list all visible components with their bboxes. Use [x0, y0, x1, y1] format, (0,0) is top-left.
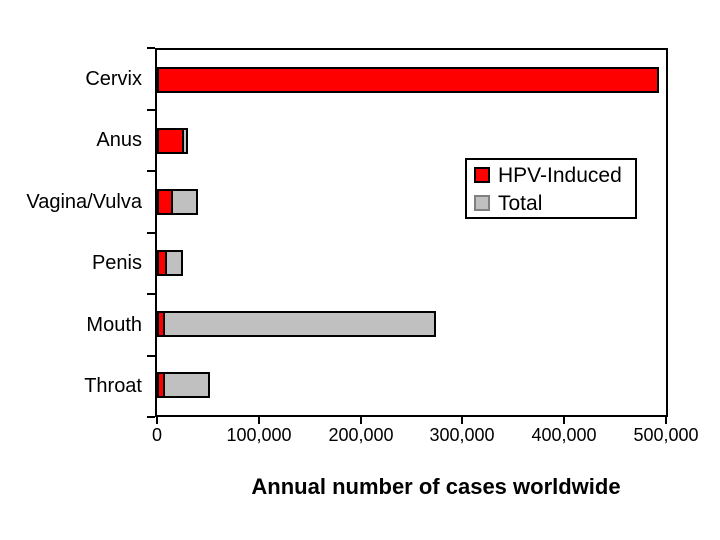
x-tick-label: 400,000	[531, 425, 597, 445]
y-axis-tick	[147, 355, 155, 357]
bar-hpv	[157, 250, 167, 276]
x-tick-label: 0	[151, 425, 162, 445]
y-axis-tick	[147, 109, 155, 111]
y-axis-tick	[147, 170, 155, 172]
x-axis-tick	[563, 417, 565, 424]
x-axis-tick	[665, 417, 667, 424]
bar-total	[157, 311, 436, 337]
x-axis-tick	[360, 417, 362, 424]
x-axis-tick	[156, 417, 158, 424]
x-axis-tick	[258, 417, 260, 424]
bar-hpv	[157, 67, 659, 93]
bar-hpv	[157, 189, 173, 215]
category-label: Anus	[96, 129, 142, 151]
category-label: Penis	[91, 252, 142, 274]
legend-box: HPV-Induced Total	[465, 158, 637, 219]
legend-item-hpv: HPV-Induced	[474, 162, 635, 188]
x-axis-tick	[461, 417, 463, 424]
category-label: Throat	[84, 375, 142, 397]
x-tick-label: 200,000	[328, 425, 394, 445]
category-label: Mouth	[86, 314, 142, 336]
bar-hpv	[157, 372, 165, 398]
category-label: Vagina/Vulva	[26, 191, 142, 213]
legend-item-total: Total	[474, 190, 635, 216]
legend-label: HPV-Induced	[498, 163, 622, 187]
bar-hpv	[157, 128, 184, 154]
y-axis-tick	[147, 416, 155, 418]
hpv-induced-swatch-icon	[474, 167, 490, 183]
y-axis-tick	[147, 293, 155, 295]
x-tick-label: 300,000	[429, 425, 495, 445]
legend-label: Total	[498, 191, 543, 215]
y-axis-tick	[147, 232, 155, 234]
plot-area	[155, 48, 668, 417]
x-tick-label: 500,000	[633, 425, 699, 445]
total-swatch-icon	[474, 195, 490, 211]
y-axis-tick	[147, 47, 155, 49]
x-axis-title: Annual number of cases worldwide	[251, 474, 621, 499]
bar-hpv	[157, 311, 165, 337]
category-label: Cervix	[85, 68, 142, 90]
x-tick-label: 100,000	[226, 425, 292, 445]
